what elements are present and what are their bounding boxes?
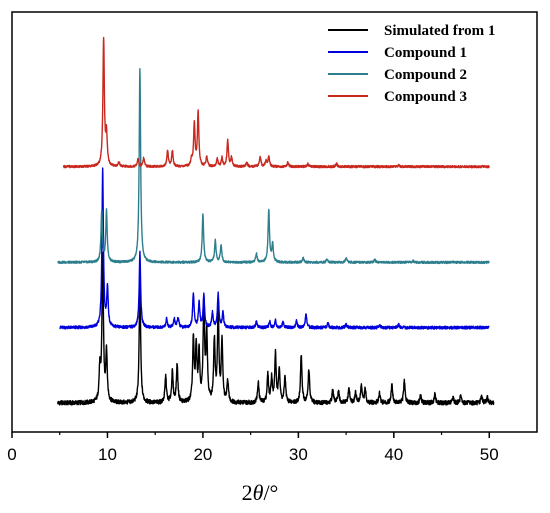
x-tick-label-10: 10 [98, 445, 117, 464]
x-tick-label-40: 40 [384, 445, 403, 464]
legend-label-4: Compound 3 [384, 89, 467, 105]
x-tick-label-30: 30 [289, 445, 308, 464]
series-line-3 [57, 68, 490, 265]
x-axis: 0 10 20 30 40 50 [7, 432, 499, 464]
legend-label-1: Simulated from 1 [384, 23, 495, 39]
series-line-4 [62, 36, 490, 169]
legend-label-2: Compound 1 [384, 45, 467, 61]
plot-area [57, 36, 495, 406]
x-tick-label-20: 20 [193, 445, 212, 464]
plot-frame [11, 11, 538, 433]
x-tick-label-50: 50 [480, 445, 499, 464]
series-line-2 [59, 167, 490, 330]
legend: Simulated from 1 Compound 1 Compound 2 Comp… [328, 23, 495, 105]
series-line-1 [57, 251, 495, 406]
x-tick-label-0: 0 [7, 445, 16, 464]
x-axis-label: 2θ/° [242, 480, 279, 505]
legend-label-3: Compound 2 [384, 67, 467, 83]
